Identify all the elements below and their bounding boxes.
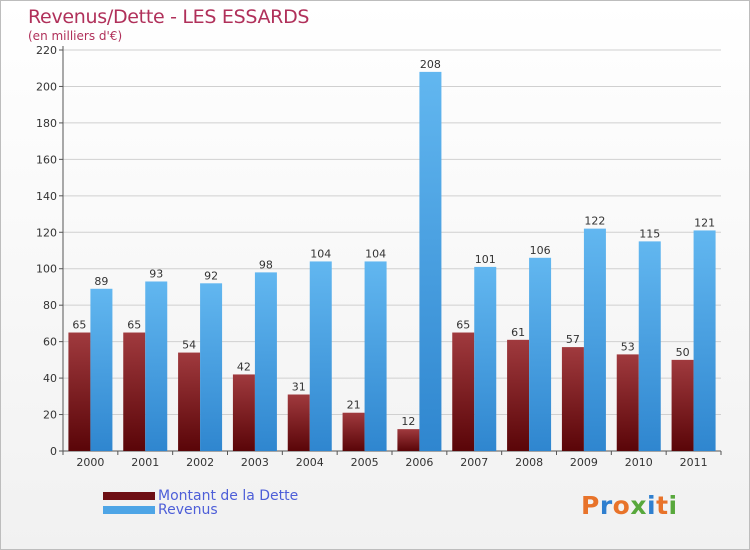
bar-revenus — [583, 228, 606, 451]
x-tick-label: 2002 — [186, 456, 214, 469]
bar-revenus — [200, 283, 223, 451]
data-label-revenus: 92 — [204, 269, 218, 282]
x-tick-label: 2003 — [241, 456, 269, 469]
axes: 0 20 40 60 80 100 120 140 160 180 200 220 2000 2001 20… — [36, 44, 722, 469]
x-tick-label: 2011 — [680, 456, 708, 469]
data-label-revenus: 104 — [365, 247, 386, 260]
bar-dette — [68, 332, 91, 451]
y-tick-label: 100 — [36, 263, 57, 276]
y-tick-label: 200 — [36, 80, 57, 93]
legend-item-dette: Montant de la Dette — [103, 488, 298, 504]
bar-dette — [178, 352, 201, 451]
bar-revenus — [254, 272, 277, 451]
x-tick-label: 2004 — [296, 456, 324, 469]
logo-letter: r — [599, 491, 613, 520]
data-label-revenus: 208 — [420, 58, 441, 71]
data-label-revenus: 98 — [259, 258, 273, 271]
data-label-dette: 31 — [292, 380, 306, 393]
bar-dette — [616, 354, 639, 451]
data-label-dette: 65 — [456, 319, 470, 332]
bar-dette — [287, 394, 310, 451]
y-tick-label: 0 — [50, 445, 57, 458]
data-label-dette: 53 — [621, 340, 635, 353]
legend-swatch-dette — [103, 492, 155, 500]
bar-revenus — [638, 241, 661, 451]
y-tick-label: 140 — [36, 190, 57, 203]
legend-label-revenus: Revenus — [158, 502, 218, 518]
data-labels: 65 89 65 93 54 92 42 98 31 104 21 104 12 208 65 101 61 10… — [72, 58, 715, 428]
bar-revenus — [474, 266, 497, 451]
bar-revenus — [90, 288, 113, 451]
y-tick-label: 220 — [36, 44, 57, 57]
grid-lines — [63, 49, 721, 416]
y-tick-label: 180 — [36, 117, 57, 130]
bar-revenus — [309, 261, 332, 451]
logo-letter: P — [581, 491, 600, 520]
logo-letter: i — [668, 491, 678, 520]
logo-letter: t — [656, 491, 669, 520]
data-label-dette: 42 — [237, 360, 251, 373]
x-tick-label: 2010 — [625, 456, 653, 469]
legend-label-dette: Montant de la Dette — [158, 488, 299, 504]
bars — [68, 71, 716, 451]
data-label-revenus: 93 — [149, 267, 163, 280]
bar-dette — [397, 429, 420, 451]
bar-dette — [452, 332, 475, 451]
legend-swatch-revenus — [103, 506, 155, 514]
bar-revenus — [364, 261, 387, 451]
bar-dette — [342, 412, 365, 451]
bar-dette — [123, 332, 146, 451]
data-label-revenus: 101 — [475, 253, 496, 266]
x-tick-label: 2007 — [460, 456, 488, 469]
x-tick-label: 2001 — [131, 456, 159, 469]
bar-revenus — [419, 71, 442, 451]
bar-revenus — [529, 257, 552, 451]
logo-letter: o — [612, 491, 631, 520]
chart-subtitle: (en milliers d'€) — [28, 29, 123, 43]
bar-dette — [561, 347, 584, 451]
chart-title: Revenus/Dette - LES ESSARDS — [28, 6, 310, 28]
data-label-dette: 21 — [347, 399, 361, 412]
data-label-dette: 50 — [676, 346, 690, 359]
y-tick-label: 40 — [43, 372, 57, 385]
data-label-revenus: 121 — [694, 216, 715, 229]
y-tick-label: 20 — [43, 409, 57, 422]
data-label-dette: 65 — [72, 319, 86, 332]
y-tick-label: 160 — [36, 153, 57, 166]
bar-revenus — [145, 281, 168, 451]
x-tick-label: 2009 — [570, 456, 598, 469]
data-label-revenus: 106 — [530, 244, 551, 257]
x-tick-label: 2000 — [76, 456, 104, 469]
data-label-dette: 57 — [566, 333, 580, 346]
x-tick-label: 2008 — [515, 456, 543, 469]
data-label-dette: 12 — [401, 415, 415, 428]
bar-dette — [671, 359, 694, 451]
data-label-revenus: 122 — [584, 215, 605, 228]
bar-dette — [507, 339, 530, 451]
data-label-revenus: 115 — [639, 227, 660, 240]
data-label-dette: 54 — [182, 339, 196, 352]
bar-chart: 0 20 40 60 80 100 120 140 160 180 200 220 2000 2001 20… — [36, 44, 722, 469]
bar-dette — [232, 374, 255, 451]
data-label-dette: 65 — [127, 319, 141, 332]
bar-revenus — [693, 230, 716, 451]
legend-item-revenus: Revenus — [103, 502, 218, 518]
y-tick-label: 120 — [36, 226, 57, 239]
data-label-dette: 61 — [511, 326, 525, 339]
data-label-revenus: 89 — [94, 275, 108, 288]
logo-letter: i — [647, 491, 657, 520]
proxiti-logo: Proxiti — [581, 491, 678, 520]
logo-letter: x — [630, 491, 647, 520]
x-tick-label: 2005 — [351, 456, 379, 469]
data-label-revenus: 104 — [310, 247, 331, 260]
y-tick-label: 80 — [43, 299, 57, 312]
x-tick-label: 2006 — [405, 456, 433, 469]
y-tick-label: 60 — [43, 336, 57, 349]
